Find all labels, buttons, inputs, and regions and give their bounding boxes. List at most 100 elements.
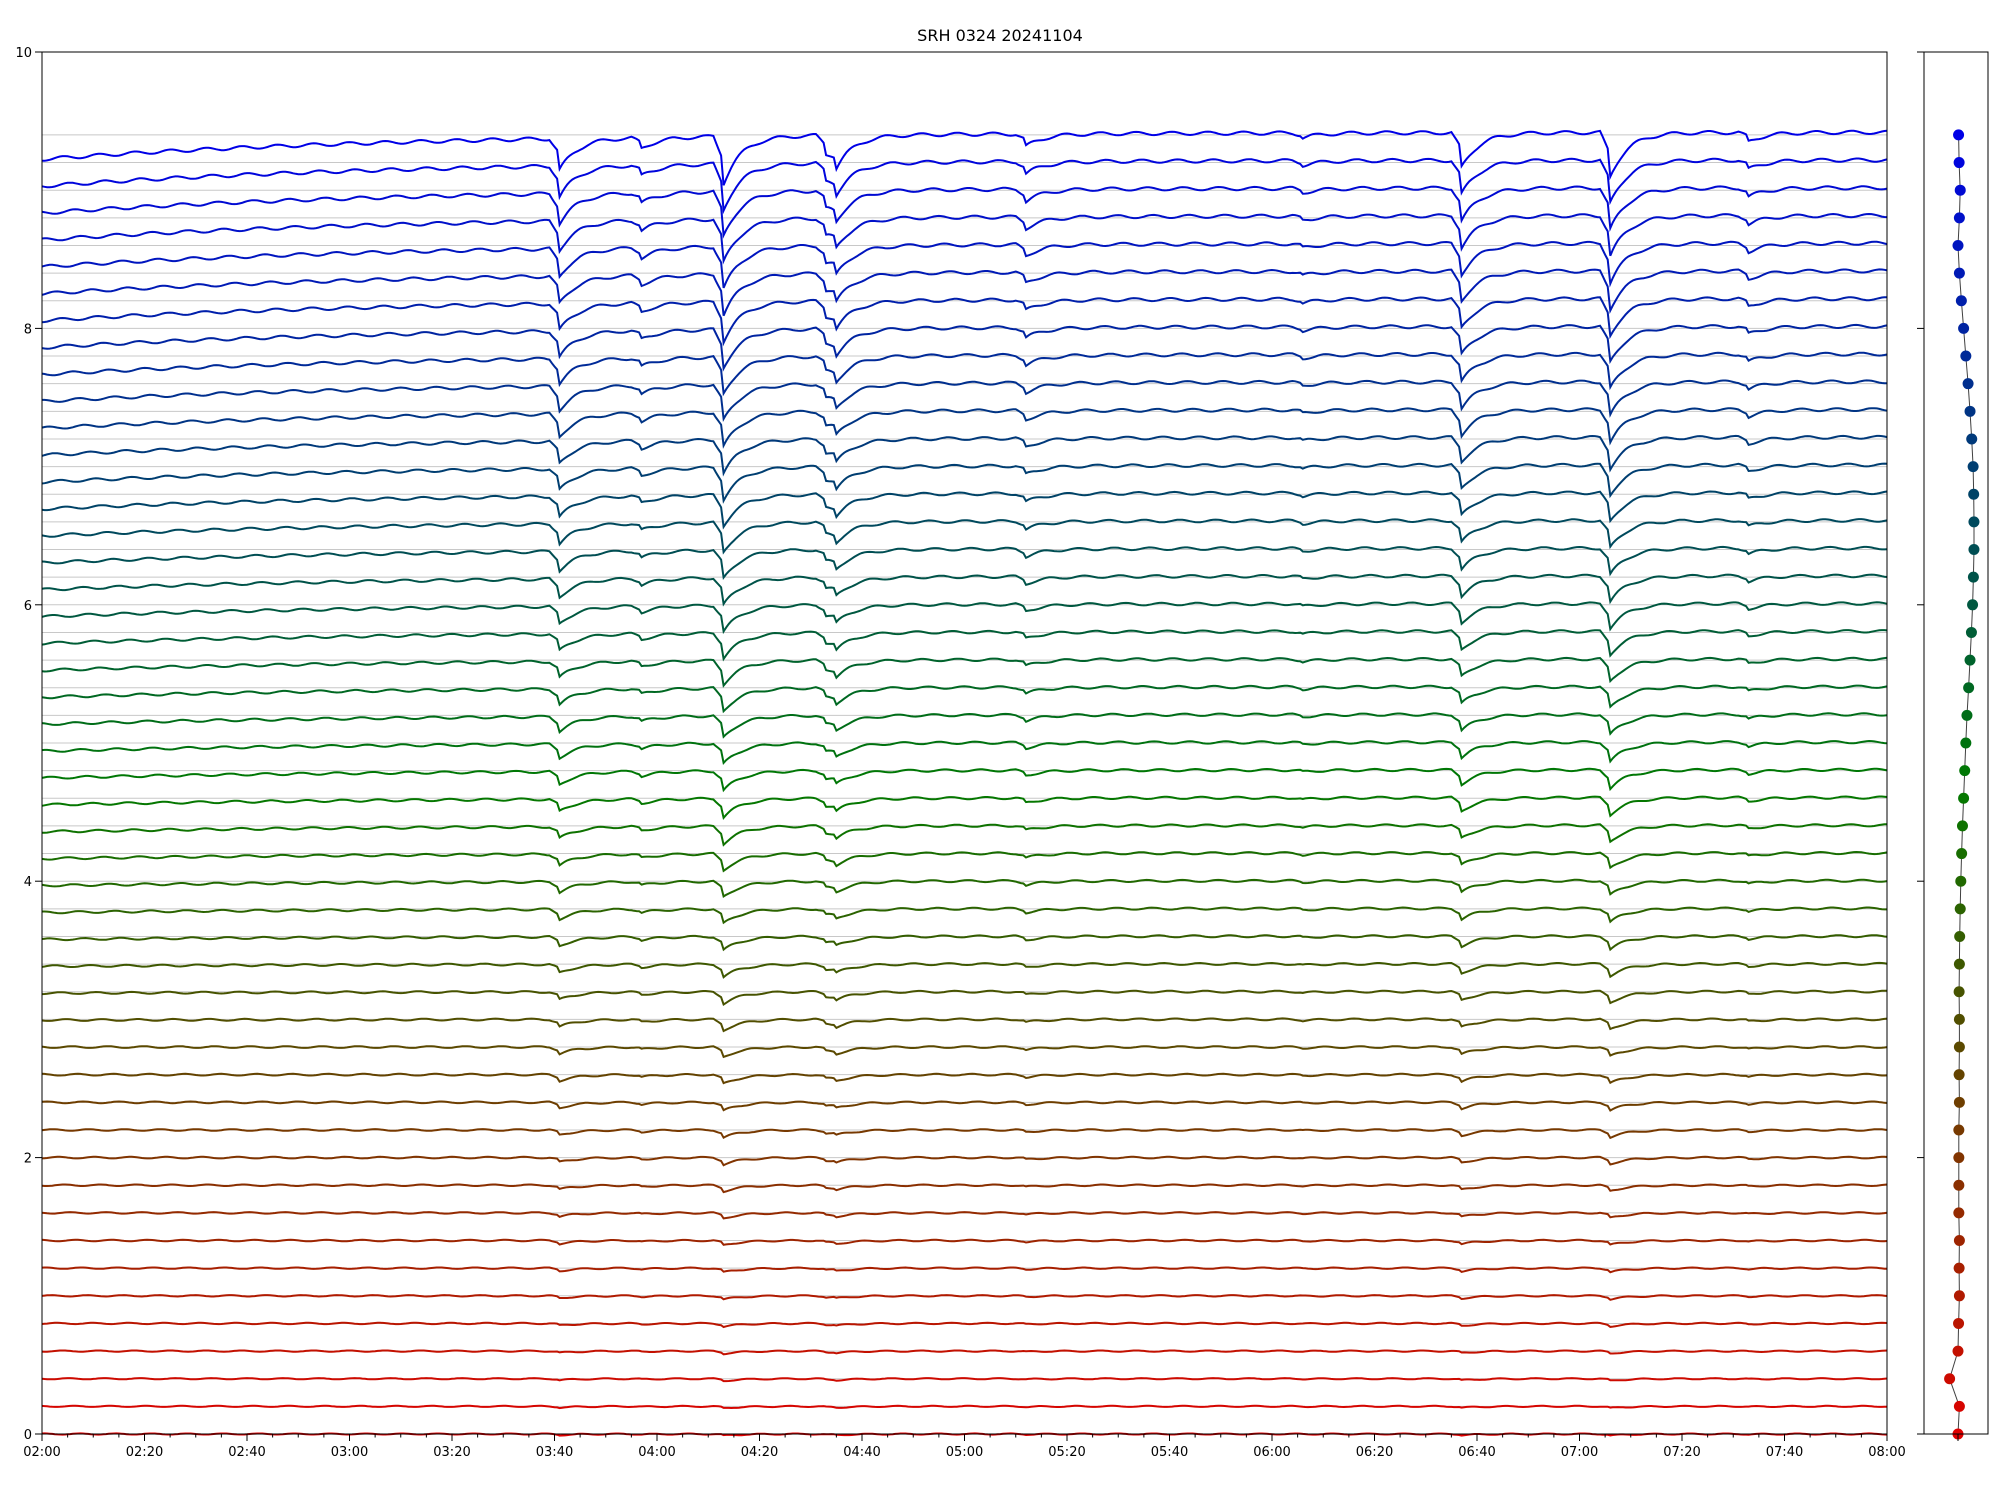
series-line <box>41 1155 1888 1167</box>
side-point <box>1953 157 1965 169</box>
side-point <box>1956 848 1968 860</box>
y-tick-label: 10 <box>15 46 32 61</box>
side-point <box>1963 682 1975 694</box>
side-point <box>1953 1124 1965 1136</box>
side-point <box>1953 1152 1965 1164</box>
side-point <box>1958 322 1970 334</box>
series-line <box>42 906 1887 925</box>
series-line <box>41 1321 1888 1329</box>
x-tick-label: 02:40 <box>228 1445 265 1460</box>
side-point <box>1952 1345 1964 1357</box>
series-line <box>41 351 1888 397</box>
series-line <box>41 268 1888 317</box>
series-line <box>41 1377 1888 1383</box>
x-tick-label: 06:00 <box>1253 1445 1290 1460</box>
side-point <box>1953 1207 1965 1219</box>
x-tick-label: 02:00 <box>23 1445 60 1460</box>
series-line <box>42 379 1888 423</box>
y-tick-label: 8 <box>24 322 32 337</box>
y-tick-label: 2 <box>24 1152 32 1167</box>
series-line <box>41 1100 1888 1112</box>
series-line <box>41 240 1888 289</box>
y-axis: 0 2 4 6 8 10 <box>15 46 1924 1443</box>
series-line <box>41 684 1888 714</box>
side-point <box>1964 654 1976 666</box>
side-point <box>1954 903 1966 915</box>
series-line <box>41 518 1888 555</box>
series-line <box>41 545 1888 581</box>
side-point <box>1967 461 1979 473</box>
y-tick-label: 4 <box>24 875 32 890</box>
series-line <box>41 185 1888 239</box>
side-point <box>1953 1179 1965 1191</box>
x-tick-label: 08:00 <box>1868 1445 1905 1460</box>
chart-title: SRH 0324 20241104 <box>917 26 1083 45</box>
series-line <box>41 573 1888 607</box>
series-line <box>41 1072 1888 1085</box>
side-point <box>1953 1262 1965 1274</box>
series-line <box>41 434 1888 477</box>
series-line <box>41 157 1888 215</box>
series-line <box>41 1017 1888 1033</box>
series-line <box>41 989 1887 1007</box>
series-line <box>41 407 1888 449</box>
side-point <box>1962 378 1974 390</box>
series-line <box>41 629 1888 662</box>
series-line <box>41 490 1888 530</box>
series-line <box>41 1238 1888 1246</box>
series-line <box>41 878 1888 898</box>
x-tick-label: 07:40 <box>1766 1445 1803 1460</box>
side-point <box>1953 1317 1965 1329</box>
x-tick-label: 04:00 <box>638 1445 675 1460</box>
x-tick-label: 05:00 <box>946 1445 983 1460</box>
x-tick-label: 03:40 <box>536 1445 573 1460</box>
x-tick-label: 03:00 <box>331 1445 368 1460</box>
x-tick-label: 03:20 <box>433 1445 470 1460</box>
series-line <box>41 1404 1888 1410</box>
series-line <box>41 850 1888 873</box>
side-point <box>1966 433 1978 445</box>
side-point <box>1961 709 1973 721</box>
side-point <box>1955 295 1967 307</box>
side-point <box>1953 1013 1965 1025</box>
x-tick-label: 04:40 <box>843 1445 880 1460</box>
side-panel <box>1944 129 1980 1441</box>
side-plot-frame <box>1923 51 1989 1435</box>
side-point <box>1953 129 1965 141</box>
series-line <box>41 296 1887 347</box>
side-point <box>1953 1096 1965 1108</box>
side-point <box>1954 184 1966 196</box>
side-point <box>1968 488 1980 500</box>
side-point <box>1959 765 1971 777</box>
series-line <box>41 1266 1888 1274</box>
side-point <box>1954 930 1966 942</box>
series-line <box>41 129 1888 186</box>
series-line <box>41 212 1888 265</box>
series-line <box>41 601 1888 635</box>
side-point <box>1953 958 1965 970</box>
y-tick-label: 6 <box>24 599 32 614</box>
side-point <box>1965 626 1977 638</box>
series-line <box>41 795 1888 820</box>
series-line <box>41 462 1888 504</box>
side-point <box>1944 1373 1956 1385</box>
side-point <box>1953 1235 1965 1247</box>
series-line <box>41 656 1888 688</box>
side-point <box>1967 571 1979 583</box>
side-point <box>1968 544 1980 556</box>
series-line <box>41 1349 1888 1356</box>
side-point <box>1953 1400 1965 1412</box>
series-line <box>41 961 1888 979</box>
side-point <box>1953 1041 1965 1053</box>
side-point <box>1953 212 1965 224</box>
x-tick-label: 05:40 <box>1151 1445 1188 1460</box>
side-point <box>1953 1290 1965 1302</box>
series-line <box>41 739 1888 766</box>
x-tick-label: 06:40 <box>1458 1445 1495 1460</box>
series-line <box>41 712 1888 739</box>
series-line <box>41 1294 1888 1301</box>
series-line <box>41 1128 1888 1140</box>
side-point <box>1953 1069 1965 1081</box>
series-line <box>41 1211 1888 1220</box>
